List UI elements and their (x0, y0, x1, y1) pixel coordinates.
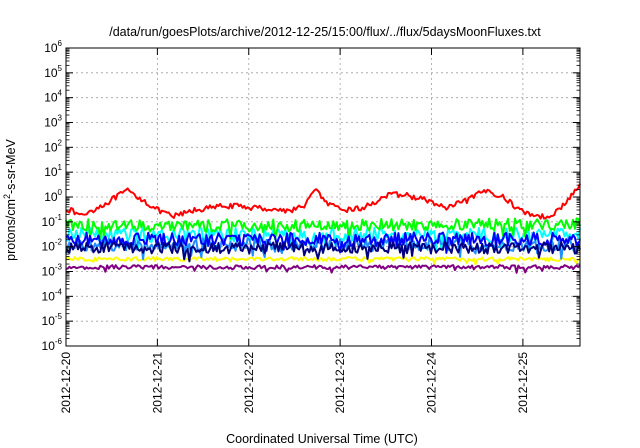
data-series (65, 183, 581, 274)
y-tick-labels: 106 105 104 103 102 101 100 10-1 10-2 10-3 10-4 10-… (42, 39, 63, 353)
y-tick-label: 101 (44, 163, 62, 179)
y-tick-label: 106 (44, 39, 62, 55)
chart-title: /data/run/goesPlots/archive/2012-12-25/1… (109, 25, 541, 39)
series-line (65, 217, 581, 241)
series-line (65, 264, 581, 274)
x-tick-label: 2012-12-22 (242, 352, 256, 414)
axis-ticks (65, 47, 580, 347)
y-tick-label: 104 (44, 89, 62, 105)
y-tick-label: 10-5 (42, 312, 63, 328)
x-tick-label: 2012-12-25 (516, 352, 530, 414)
series-line (65, 183, 581, 220)
y-tick-label: 103 (44, 114, 62, 130)
x-tick-label: 2012-12-24 (425, 352, 439, 414)
y-tick-label: 10-2 (42, 238, 63, 254)
series-line (65, 256, 581, 266)
x-axis-title: Coordinated Universal Time (UTC) (226, 432, 418, 446)
x-tick-label: 2012-12-23 (333, 352, 347, 414)
y-tick-label: 10-3 (42, 263, 63, 279)
grid-lines (66, 48, 580, 346)
y-tick-label: 10-6 (42, 337, 63, 353)
y-axis-title: protons/cm2-s-sr-MeV (2, 138, 18, 260)
series-line (65, 241, 581, 263)
series-line (65, 231, 581, 254)
x-tick-label: 2012-12-20 (59, 352, 73, 414)
x-tick-labels: 2012-12-20 2012-12-21 2012-12-22 2012-12-23… (59, 352, 530, 414)
y-tick-label: 10-4 (42, 287, 63, 303)
x-tick-label: 2012-12-21 (150, 352, 164, 414)
y-tick-label: 10-1 (42, 213, 63, 229)
y-tick-label: 100 (44, 188, 62, 204)
y-tick-label: 102 (44, 138, 62, 154)
y-tick-label: 105 (44, 64, 62, 80)
